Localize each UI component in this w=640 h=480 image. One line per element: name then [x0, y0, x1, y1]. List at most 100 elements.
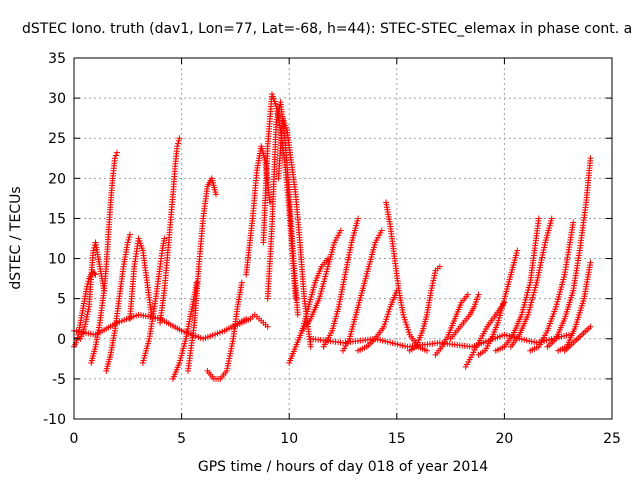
data-point	[174, 143, 181, 150]
chart-title: dSTEC Iono. truth (dav1, Lon=77, Lat=-68…	[22, 21, 632, 37]
data-series	[406, 263, 443, 354]
data-series	[507, 215, 555, 350]
data-point	[536, 267, 543, 274]
data-point	[273, 119, 280, 126]
data-point	[401, 314, 408, 321]
data-point	[540, 249, 547, 256]
data-point	[126, 231, 133, 238]
data-point	[565, 331, 572, 338]
data-series	[555, 259, 594, 354]
data-point	[81, 323, 88, 330]
data-point	[112, 152, 119, 159]
data-point	[429, 282, 436, 289]
data-point	[431, 270, 438, 277]
data-series	[126, 235, 155, 322]
data-point	[423, 347, 430, 354]
data-point	[292, 295, 299, 302]
data-point	[429, 280, 436, 287]
data-point	[83, 316, 90, 323]
data-point	[114, 149, 121, 156]
data-point	[540, 247, 547, 254]
data-point	[82, 318, 89, 325]
data-point	[384, 313, 391, 320]
data-point	[431, 272, 438, 279]
x-tick-label: 10	[280, 431, 298, 447]
data-point	[161, 235, 168, 242]
data-point	[430, 275, 437, 282]
y-axis-label: dSTEC / TECUs	[8, 186, 24, 289]
data-point	[436, 263, 443, 270]
data-point	[386, 306, 393, 313]
data-point	[274, 114, 281, 121]
data-series	[260, 91, 299, 302]
data-point	[539, 252, 546, 259]
data-point	[535, 269, 542, 276]
data-series	[204, 279, 245, 382]
y-tick-label: 10	[48, 252, 66, 268]
data-series	[447, 291, 482, 342]
data-point	[82, 321, 89, 328]
data-point	[274, 111, 281, 118]
data-point	[111, 155, 118, 162]
data-point	[405, 326, 412, 333]
data-point	[401, 316, 408, 323]
data-point	[125, 236, 132, 243]
axis-ticks: 0 5 10 15 20 25 -10 -5 0 5 10 15 20 25 30 35	[43, 51, 621, 447]
data-point	[175, 137, 182, 144]
data-point	[534, 277, 541, 284]
plot-area	[71, 91, 594, 382]
data-point	[337, 227, 344, 234]
data-point	[294, 311, 301, 318]
data-point	[402, 319, 409, 326]
data-point	[587, 323, 594, 330]
data-point	[385, 308, 392, 315]
y-tick-label: 0	[57, 332, 66, 348]
data-series	[77, 239, 108, 342]
data-series	[527, 219, 577, 354]
y-tick-label: 35	[48, 51, 66, 67]
x-tick-label: 15	[388, 431, 406, 447]
data-point	[383, 316, 390, 323]
data-point	[355, 215, 362, 222]
data-point	[73, 337, 80, 344]
data-point	[537, 259, 544, 266]
data-series	[286, 255, 331, 366]
y-tick-label: 20	[48, 171, 66, 187]
data-point	[541, 244, 548, 251]
data-point	[238, 279, 245, 286]
data-point	[403, 321, 410, 328]
data-point	[570, 219, 577, 226]
data-point	[548, 215, 555, 222]
data-point	[243, 315, 250, 322]
data-point	[83, 313, 90, 320]
data-series	[383, 199, 430, 354]
data-point	[405, 329, 412, 336]
y-tick-label: 30	[48, 91, 66, 107]
data-point	[428, 287, 435, 294]
data-point	[535, 215, 542, 222]
y-tick-label: 5	[57, 292, 66, 308]
x-axis-label: GPS time / hours of day 018 of year 2014	[198, 459, 488, 475]
data-series	[71, 311, 250, 342]
data-point	[264, 323, 271, 330]
data-point	[535, 272, 542, 279]
data-point	[539, 254, 546, 261]
data-point	[266, 199, 273, 206]
data-point	[533, 279, 540, 286]
data-point	[85, 306, 92, 313]
data-series	[307, 331, 572, 350]
data-series	[264, 99, 301, 318]
data-point	[404, 324, 411, 331]
data-point	[475, 291, 482, 298]
data-point	[382, 318, 389, 325]
data-series	[71, 269, 99, 350]
data-point	[428, 285, 435, 292]
data-point	[537, 262, 544, 269]
data-point	[538, 257, 545, 264]
data-point	[90, 247, 97, 254]
data-series	[340, 227, 385, 354]
data-point	[175, 140, 182, 147]
data-point	[587, 155, 594, 162]
data-series	[103, 231, 133, 374]
